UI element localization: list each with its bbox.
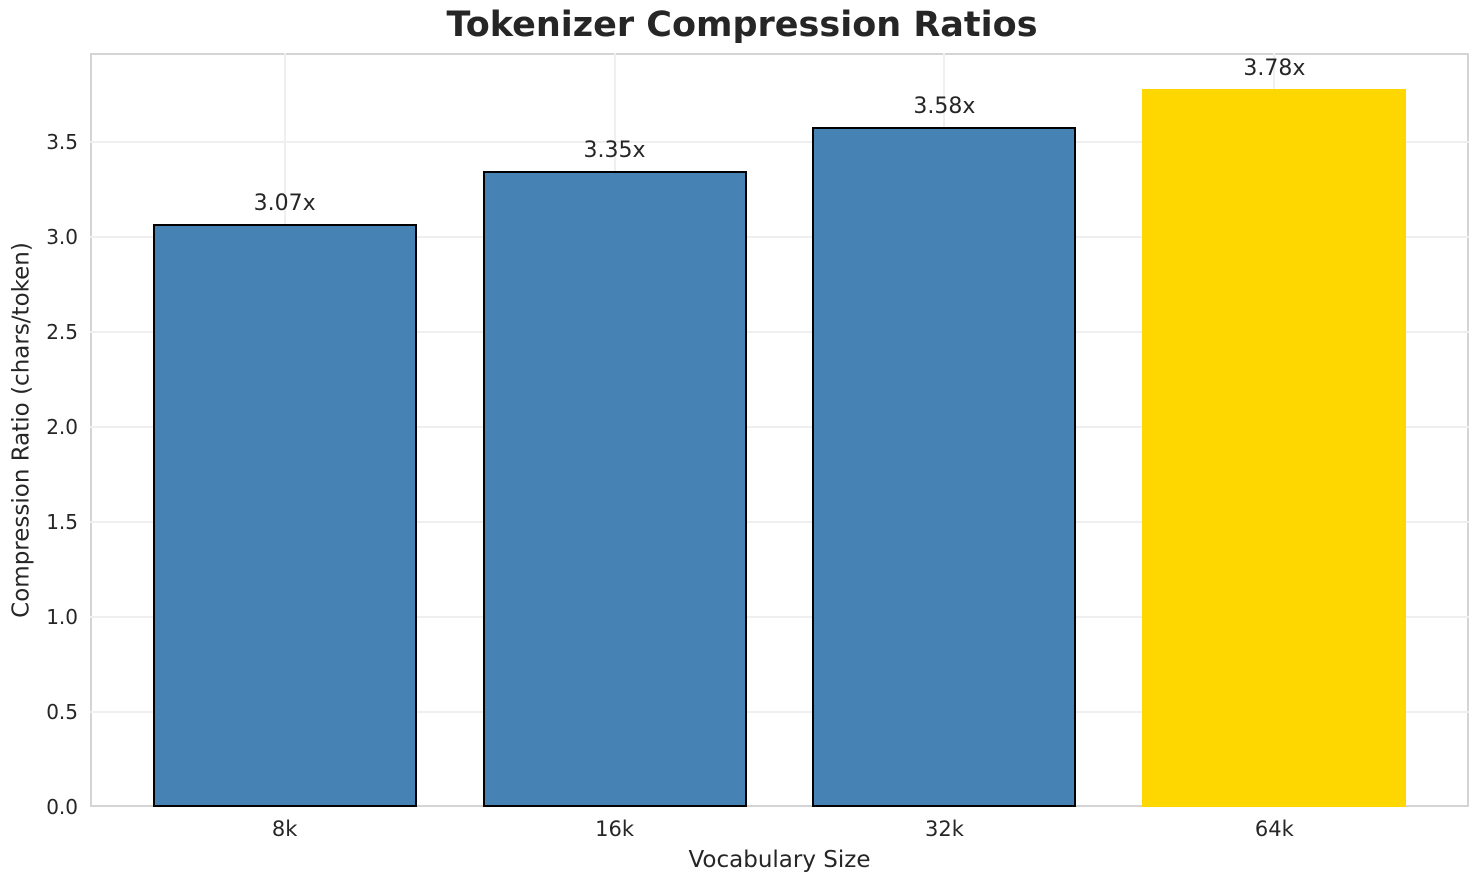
h-gridline	[90, 711, 1469, 714]
bar-value-label: 3.78x	[1243, 56, 1306, 82]
x-tick-label: 64k	[1254, 817, 1294, 841]
x-axis-label: Vocabulary Size	[688, 847, 871, 873]
bar	[482, 170, 747, 807]
x-tick-label: 16k	[595, 817, 634, 841]
bar	[152, 223, 417, 807]
chart-title: Tokenizer Compression Ratios	[446, 5, 1038, 45]
bar-value-label: 3.35x	[583, 137, 646, 163]
y-tick-label: 0.0	[46, 795, 78, 819]
x-tick-label: 32k	[924, 817, 964, 841]
h-gridline	[90, 426, 1469, 429]
bar-value-label: 3.58x	[913, 94, 976, 120]
y-tick-label: 0.5	[46, 700, 78, 725]
bar	[1142, 89, 1407, 807]
y-tick-label: 2.5	[46, 320, 78, 345]
h-gridline	[90, 331, 1469, 334]
h-gridline	[90, 236, 1469, 239]
h-gridline	[90, 521, 1469, 524]
x-tick-label: 8k	[271, 817, 298, 841]
y-tick-label: 1.5	[46, 510, 78, 535]
plot-area: 3.07x 3.35x 3.58x 3.78x	[90, 53, 1469, 807]
bar-value-label: 3.07x	[253, 190, 316, 216]
h-gridline	[90, 616, 1469, 619]
plot-border	[90, 53, 1469, 807]
y-tick-label: 1.0	[46, 605, 78, 630]
y-tick-label: 2.0	[46, 415, 78, 440]
bar	[812, 127, 1077, 807]
y-tick-label: 3.5	[46, 130, 78, 155]
y-tick-label: 3.0	[46, 225, 78, 250]
h-gridline	[90, 141, 1469, 144]
